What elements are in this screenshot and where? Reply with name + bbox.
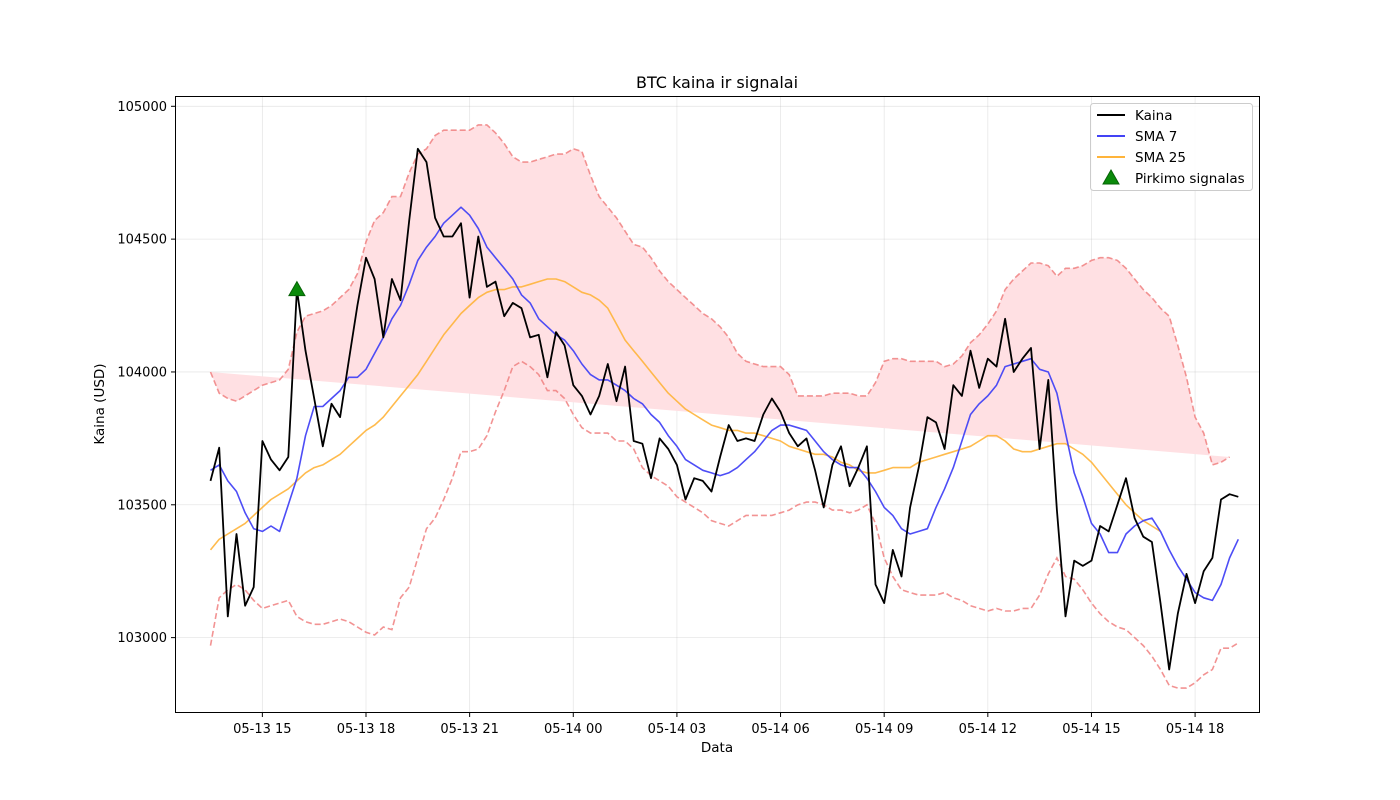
legend-label: SMA 25 xyxy=(1135,150,1186,166)
legend: Kaina SMA 7 SMA 25 Pirkimo signalas xyxy=(1090,103,1253,191)
legend-box xyxy=(1090,103,1253,191)
x-tick-label: 05-14 12 xyxy=(959,722,1017,737)
plot-area xyxy=(176,97,1259,712)
buy-signal-marker xyxy=(288,280,306,297)
y-tick-label: 105000 xyxy=(117,100,167,115)
legend-label: Kaina xyxy=(1135,108,1172,124)
y-tick-label: 103500 xyxy=(117,498,167,513)
sma-25-line xyxy=(209,278,1161,551)
x-tick-label: 05-14 09 xyxy=(855,722,913,737)
legend-label: SMA 7 xyxy=(1135,129,1177,145)
y-tick-label: 104500 xyxy=(117,233,167,248)
x-tick-label: 05-13 18 xyxy=(337,722,395,737)
plot-frame xyxy=(175,96,1260,713)
legend-label: Pirkimo signalas xyxy=(1135,171,1245,187)
chart-title: BTC kaina ir signalai xyxy=(636,73,798,92)
price-line xyxy=(209,147,1239,671)
sma-7-line xyxy=(210,206,1240,602)
y-axis-label: Kaina (USD) xyxy=(92,363,108,444)
x-tick-label: 05-14 18 xyxy=(1166,722,1224,737)
bollinger-upper-line xyxy=(209,124,1231,466)
x-tick-label: 05-14 00 xyxy=(544,722,602,737)
y-tick-label: 103000 xyxy=(117,631,167,646)
x-tick-label: 05-13 21 xyxy=(440,722,498,737)
x-tick-label: 05-14 03 xyxy=(648,722,706,737)
x-axis-label: Data xyxy=(701,740,733,756)
y-tick-label: 104000 xyxy=(117,365,167,380)
bollinger-lower-line xyxy=(209,360,1239,689)
x-tick-label: 05-13 15 xyxy=(233,722,291,737)
legend-swatch-marker xyxy=(1102,168,1120,185)
x-tick-label: 05-14 06 xyxy=(751,722,809,737)
x-tick-label: 05-14 15 xyxy=(1062,722,1120,737)
bollinger-band-fill xyxy=(210,124,1230,465)
